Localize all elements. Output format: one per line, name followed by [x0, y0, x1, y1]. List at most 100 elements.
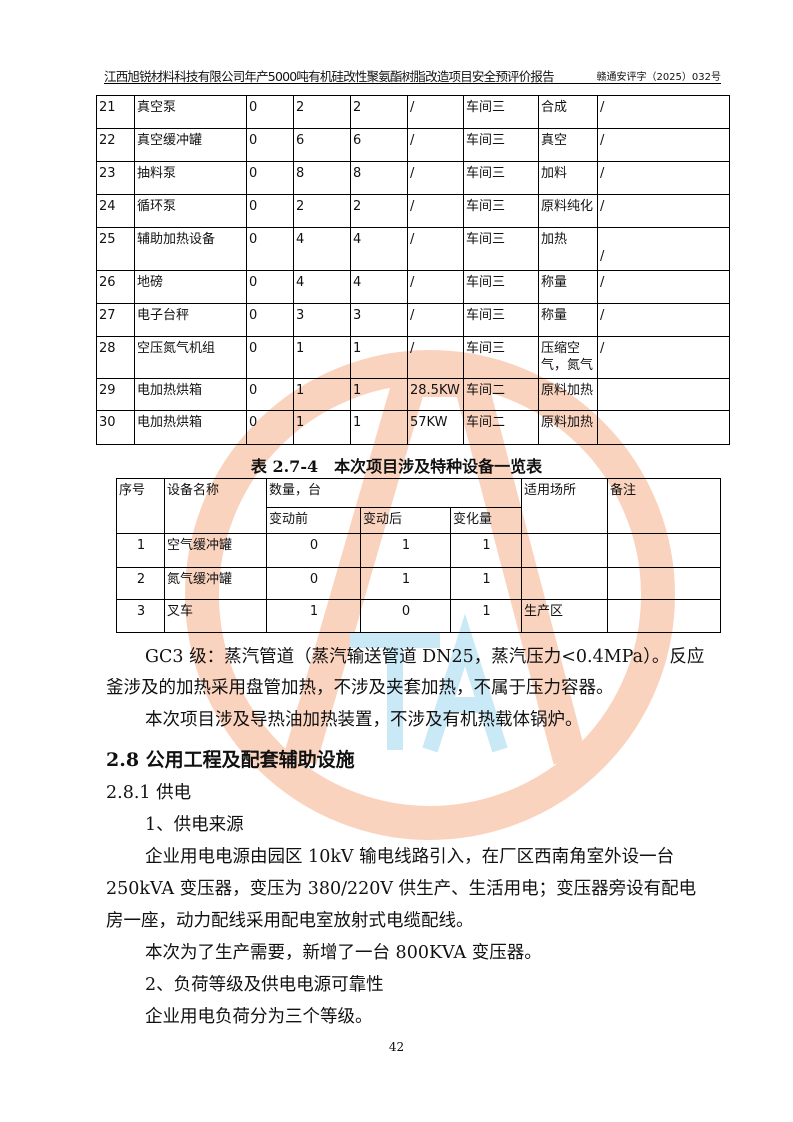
cell-location: 车间三: [463, 128, 539, 162]
body-paragraph-line: 釜涉及的加热采用盘管加热，不涉及夹套加热，不属于压力容器。: [106, 678, 614, 698]
cell-remark: [597, 378, 730, 411]
cell-change: 1: [350, 410, 408, 445]
cell-change: 1: [350, 336, 408, 379]
cell-remark: /: [597, 194, 730, 228]
header-change: 变化量: [450, 507, 522, 534]
body-paragraph-line: GC3 级：蒸汽管道（蒸汽输送管道 DN25，蒸汽压力<0.4MPa）。反应: [145, 647, 705, 667]
cell-after: 2: [293, 194, 351, 228]
cell-name: 真空泵: [134, 95, 247, 129]
cell-name: 电子台秤: [134, 303, 247, 337]
header-quantity: 数量，台: [266, 478, 522, 508]
cell-after: 1: [293, 378, 351, 411]
cell-purpose: 加热: [538, 227, 598, 271]
cell-no: 29: [96, 378, 135, 411]
cell-remark: /: [597, 95, 730, 129]
cell-power: /: [407, 303, 464, 337]
cell-name: 地磅: [134, 270, 247, 304]
cell-after: 1: [293, 410, 351, 445]
cell-change: 6: [350, 128, 408, 162]
cell-change: 2: [350, 95, 408, 129]
cell-purpose: 原料加热: [538, 378, 598, 411]
cell-remark: /: [597, 227, 730, 271]
header-before: 变动前: [266, 507, 361, 534]
header-title: 江西旭锐材料科技有限公司年产5000吨有机硅改性聚氨酯树脂改造项目安全预评价报告: [104, 69, 555, 84]
cell-name: 辅助加热设备: [134, 227, 247, 271]
cell-name: 电加热烘箱: [134, 410, 247, 445]
cell-remark: /: [597, 336, 730, 379]
cell-after: 4: [293, 270, 351, 304]
cell-no: 22: [96, 128, 135, 162]
cell-after: 4: [293, 227, 351, 271]
cell-power: /: [407, 95, 464, 129]
cell-remark: /: [597, 270, 730, 304]
cell-change: 4: [350, 270, 408, 304]
cell-location: 车间三: [463, 303, 539, 337]
cell-change: 1: [450, 599, 522, 633]
cell-remark: [607, 567, 721, 600]
cell-power: /: [407, 161, 464, 195]
cell-after: 8: [293, 161, 351, 195]
cell-location: 车间二: [463, 378, 539, 411]
cell-before: 0: [266, 533, 361, 568]
cell-change: 4: [350, 227, 408, 271]
cell-before: 0: [246, 128, 294, 162]
body-paragraph-line: 2、负荷等级及供电电源可靠性: [145, 975, 384, 995]
cell-power: 28.5KW: [407, 378, 464, 411]
cell-purpose: 压缩空气，氮气: [538, 336, 598, 379]
cell-power: /: [407, 227, 464, 271]
cell-power: /: [407, 194, 464, 228]
cell-before: 0: [266, 567, 361, 600]
cell-before: 0: [246, 270, 294, 304]
cell-power: 57KW: [407, 410, 464, 445]
cell-name: 叉车: [164, 599, 267, 633]
body-paragraph-line: 企业用电负荷分为三个等级。: [145, 1007, 373, 1027]
cell-no: 30: [96, 410, 135, 445]
header-name: 设备名称: [164, 478, 267, 534]
cell-before: 0: [246, 95, 294, 129]
cell-purpose: 合成: [538, 95, 598, 129]
cell-change: 1: [350, 378, 408, 411]
cell-place: 生产区: [521, 599, 608, 633]
cell-purpose: 原料加热: [538, 410, 598, 445]
cell-place: [521, 533, 608, 568]
cell-remark: /: [597, 303, 730, 337]
cell-before: 0: [246, 336, 294, 379]
body-paragraph-line: 本次项目涉及导热油加热装置，不涉及有机热载体锅炉。: [145, 710, 583, 730]
cell-remark: [607, 533, 721, 568]
cell-after: 2: [293, 95, 351, 129]
cell-before: 0: [246, 410, 294, 445]
cell-location: 车间三: [463, 194, 539, 228]
cell-name: 氮气缓冲罐: [164, 567, 267, 600]
cell-after: 6: [293, 128, 351, 162]
header-no: 序号: [116, 478, 165, 534]
cell-before: 0: [246, 303, 294, 337]
cell-power: /: [407, 336, 464, 379]
cell-no: 24: [96, 194, 135, 228]
cell-name: 真空缓冲罐: [134, 128, 247, 162]
cell-before: 1: [266, 599, 361, 633]
cell-before: 0: [246, 194, 294, 228]
cell-after: 3: [293, 303, 351, 337]
cell-before: 0: [246, 161, 294, 195]
cell-location: 车间三: [463, 161, 539, 195]
cell-after: 1: [360, 533, 451, 568]
body-paragraph-line: 房一座，动力配线采用配电室放射式电缆配线。: [106, 911, 474, 931]
cell-purpose: 称量: [538, 270, 598, 304]
cell-after: 0: [360, 599, 451, 633]
cell-location: 车间三: [463, 270, 539, 304]
cell-power: /: [407, 128, 464, 162]
cell-purpose: 原料纯化: [538, 194, 598, 228]
cell-no: 21: [96, 95, 135, 129]
cell-purpose: 真空: [538, 128, 598, 162]
page-number: 42: [388, 1040, 405, 1054]
cell-name: 抽料泵: [134, 161, 247, 195]
cell-before: 0: [246, 378, 294, 411]
header-after: 变动后: [360, 507, 451, 534]
cell-change: 1: [450, 533, 522, 568]
cell-change: 8: [350, 161, 408, 195]
cell-purpose: 加料: [538, 161, 598, 195]
cell-name: 空压氮气机组: [134, 336, 247, 379]
cell-remark: [597, 410, 730, 445]
cell-remark: /: [597, 161, 730, 195]
cell-remark: [607, 599, 721, 633]
